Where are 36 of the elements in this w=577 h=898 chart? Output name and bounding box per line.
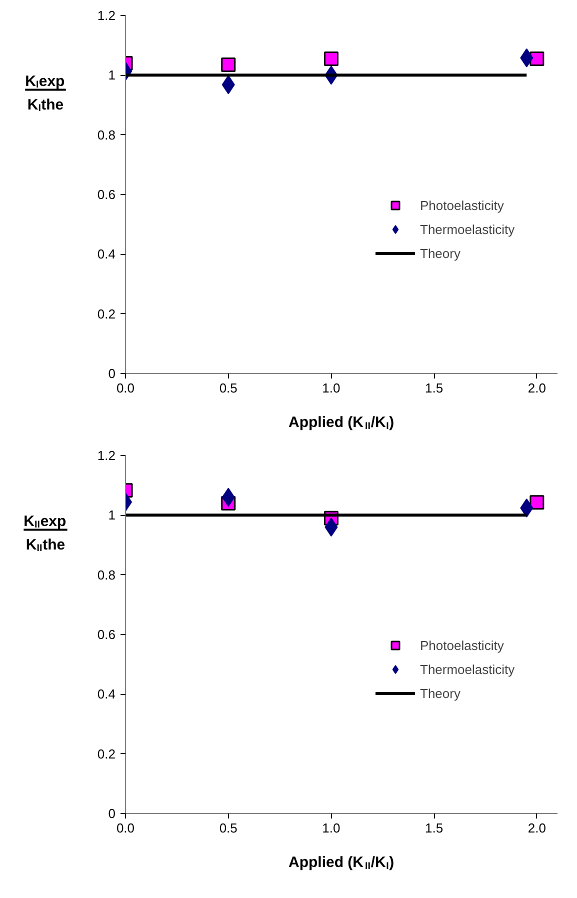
point <box>530 52 544 66</box>
point <box>530 495 544 510</box>
y-tick-label: 1.2 <box>97 8 116 23</box>
y-tick-label: 0.8 <box>97 567 116 582</box>
x-tick-label: 1.5 <box>425 820 444 836</box>
y-tick-label: 1 <box>108 508 116 523</box>
y-tick-label: 0.2 <box>97 746 116 762</box>
legend-label: Theory <box>420 686 460 700</box>
legend-label: Photoelasticity <box>420 638 504 652</box>
x-tick-label: 2.0 <box>528 820 546 836</box>
y-tick-label: 0.2 <box>97 306 116 322</box>
y-tick-label: 0.6 <box>97 627 116 642</box>
y-tick-label: 0 <box>108 366 116 381</box>
x-tick-label: 1.0 <box>322 380 340 396</box>
legend-label: Theory <box>420 246 460 260</box>
x-tick-label: 0.0 <box>116 380 135 396</box>
y-axis-title: KIIexp KIIthe <box>24 513 66 554</box>
legend-label: Thermoelasticity <box>420 662 515 676</box>
y-tick-label: 0.6 <box>97 187 116 202</box>
x-tick-label: 0.5 <box>219 380 238 396</box>
y-tick-label: 0 <box>108 806 116 821</box>
y-axis-title: KIexp KIthe <box>25 73 65 114</box>
x-tick-label: 2.0 <box>528 380 546 396</box>
y-tick-label: 0.4 <box>97 686 116 702</box>
x-tick-label: 0.0 <box>116 820 135 836</box>
point <box>221 57 236 72</box>
legend-label: Thermoelasticity <box>420 222 515 236</box>
legend-label: Photoelasticity <box>420 198 504 212</box>
point <box>324 52 338 66</box>
x-tick-label: 1.0 <box>322 820 340 836</box>
x-tick-label: 1.5 <box>425 380 444 396</box>
x-tick-label: 0.5 <box>219 820 238 836</box>
y-tick-label: 0.4 <box>97 246 116 262</box>
y-tick-label: 0.8 <box>97 127 116 142</box>
y-tick-label: 1.2 <box>97 448 116 463</box>
y-tick-label: 1 <box>108 68 116 83</box>
